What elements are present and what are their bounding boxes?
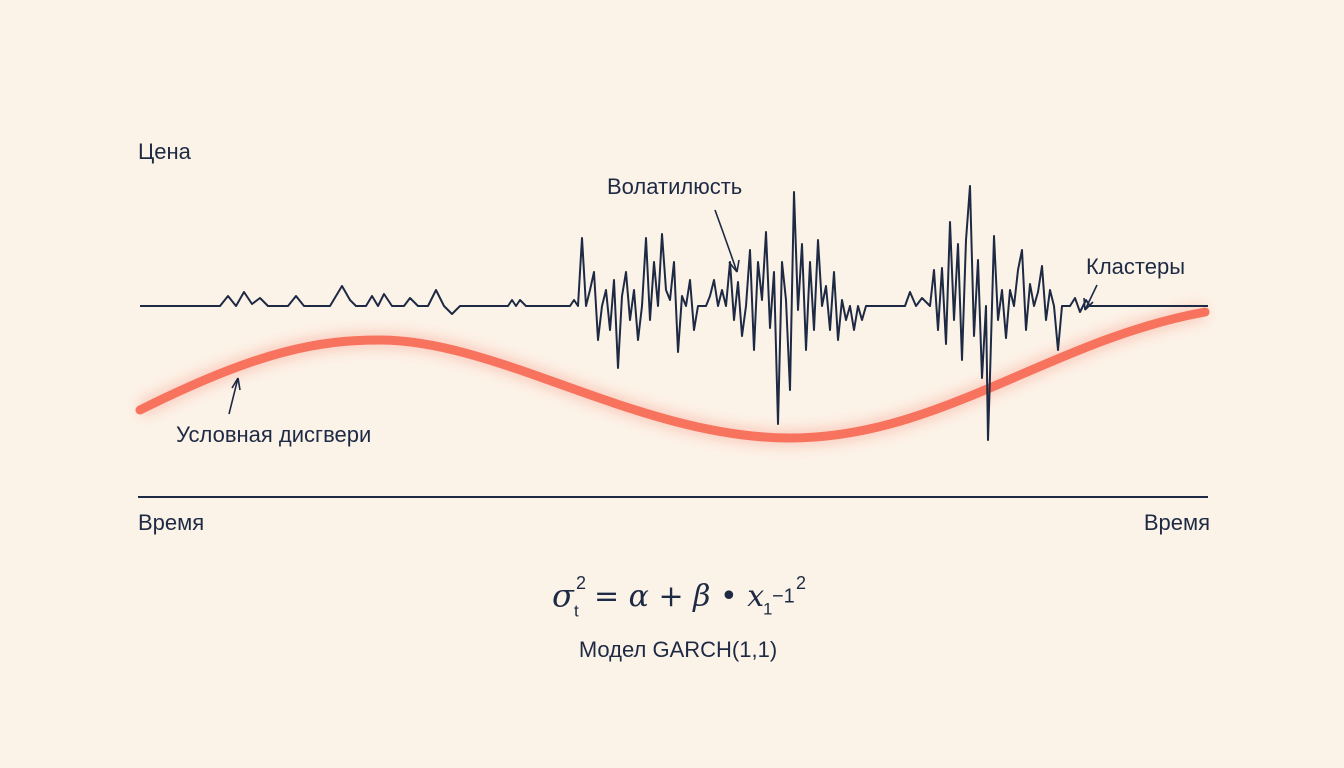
formula-x-sup: 2 — [796, 573, 806, 593]
formula-lag: −1 — [772, 585, 795, 607]
formula-sigma: σ — [552, 577, 575, 615]
formula-sigma-sup: 2 — [576, 573, 586, 593]
clusters-label: Кластеры — [1086, 254, 1185, 279]
clusters-arrow — [1083, 284, 1098, 311]
volatility-label: Волатилюсть — [607, 174, 742, 199]
return-series — [140, 185, 1208, 441]
conditional-variance-curve — [135, 307, 1210, 443]
caption: Модел GARCH(1,1) — [579, 637, 777, 662]
y-axis-label: Цена — [138, 139, 192, 164]
formula-sigma-sub: t — [574, 601, 579, 620]
formula-x-sub: 1 — [763, 599, 772, 618]
volatility-arrow — [714, 209, 740, 273]
formula-body: = α + β • x — [594, 579, 764, 614]
x-axis-label-left: Время — [138, 510, 204, 535]
conditional-arrow — [228, 377, 241, 415]
x-axis-label-right: Время — [1144, 510, 1210, 535]
conditional-label: Условная дисгвери — [176, 422, 371, 447]
